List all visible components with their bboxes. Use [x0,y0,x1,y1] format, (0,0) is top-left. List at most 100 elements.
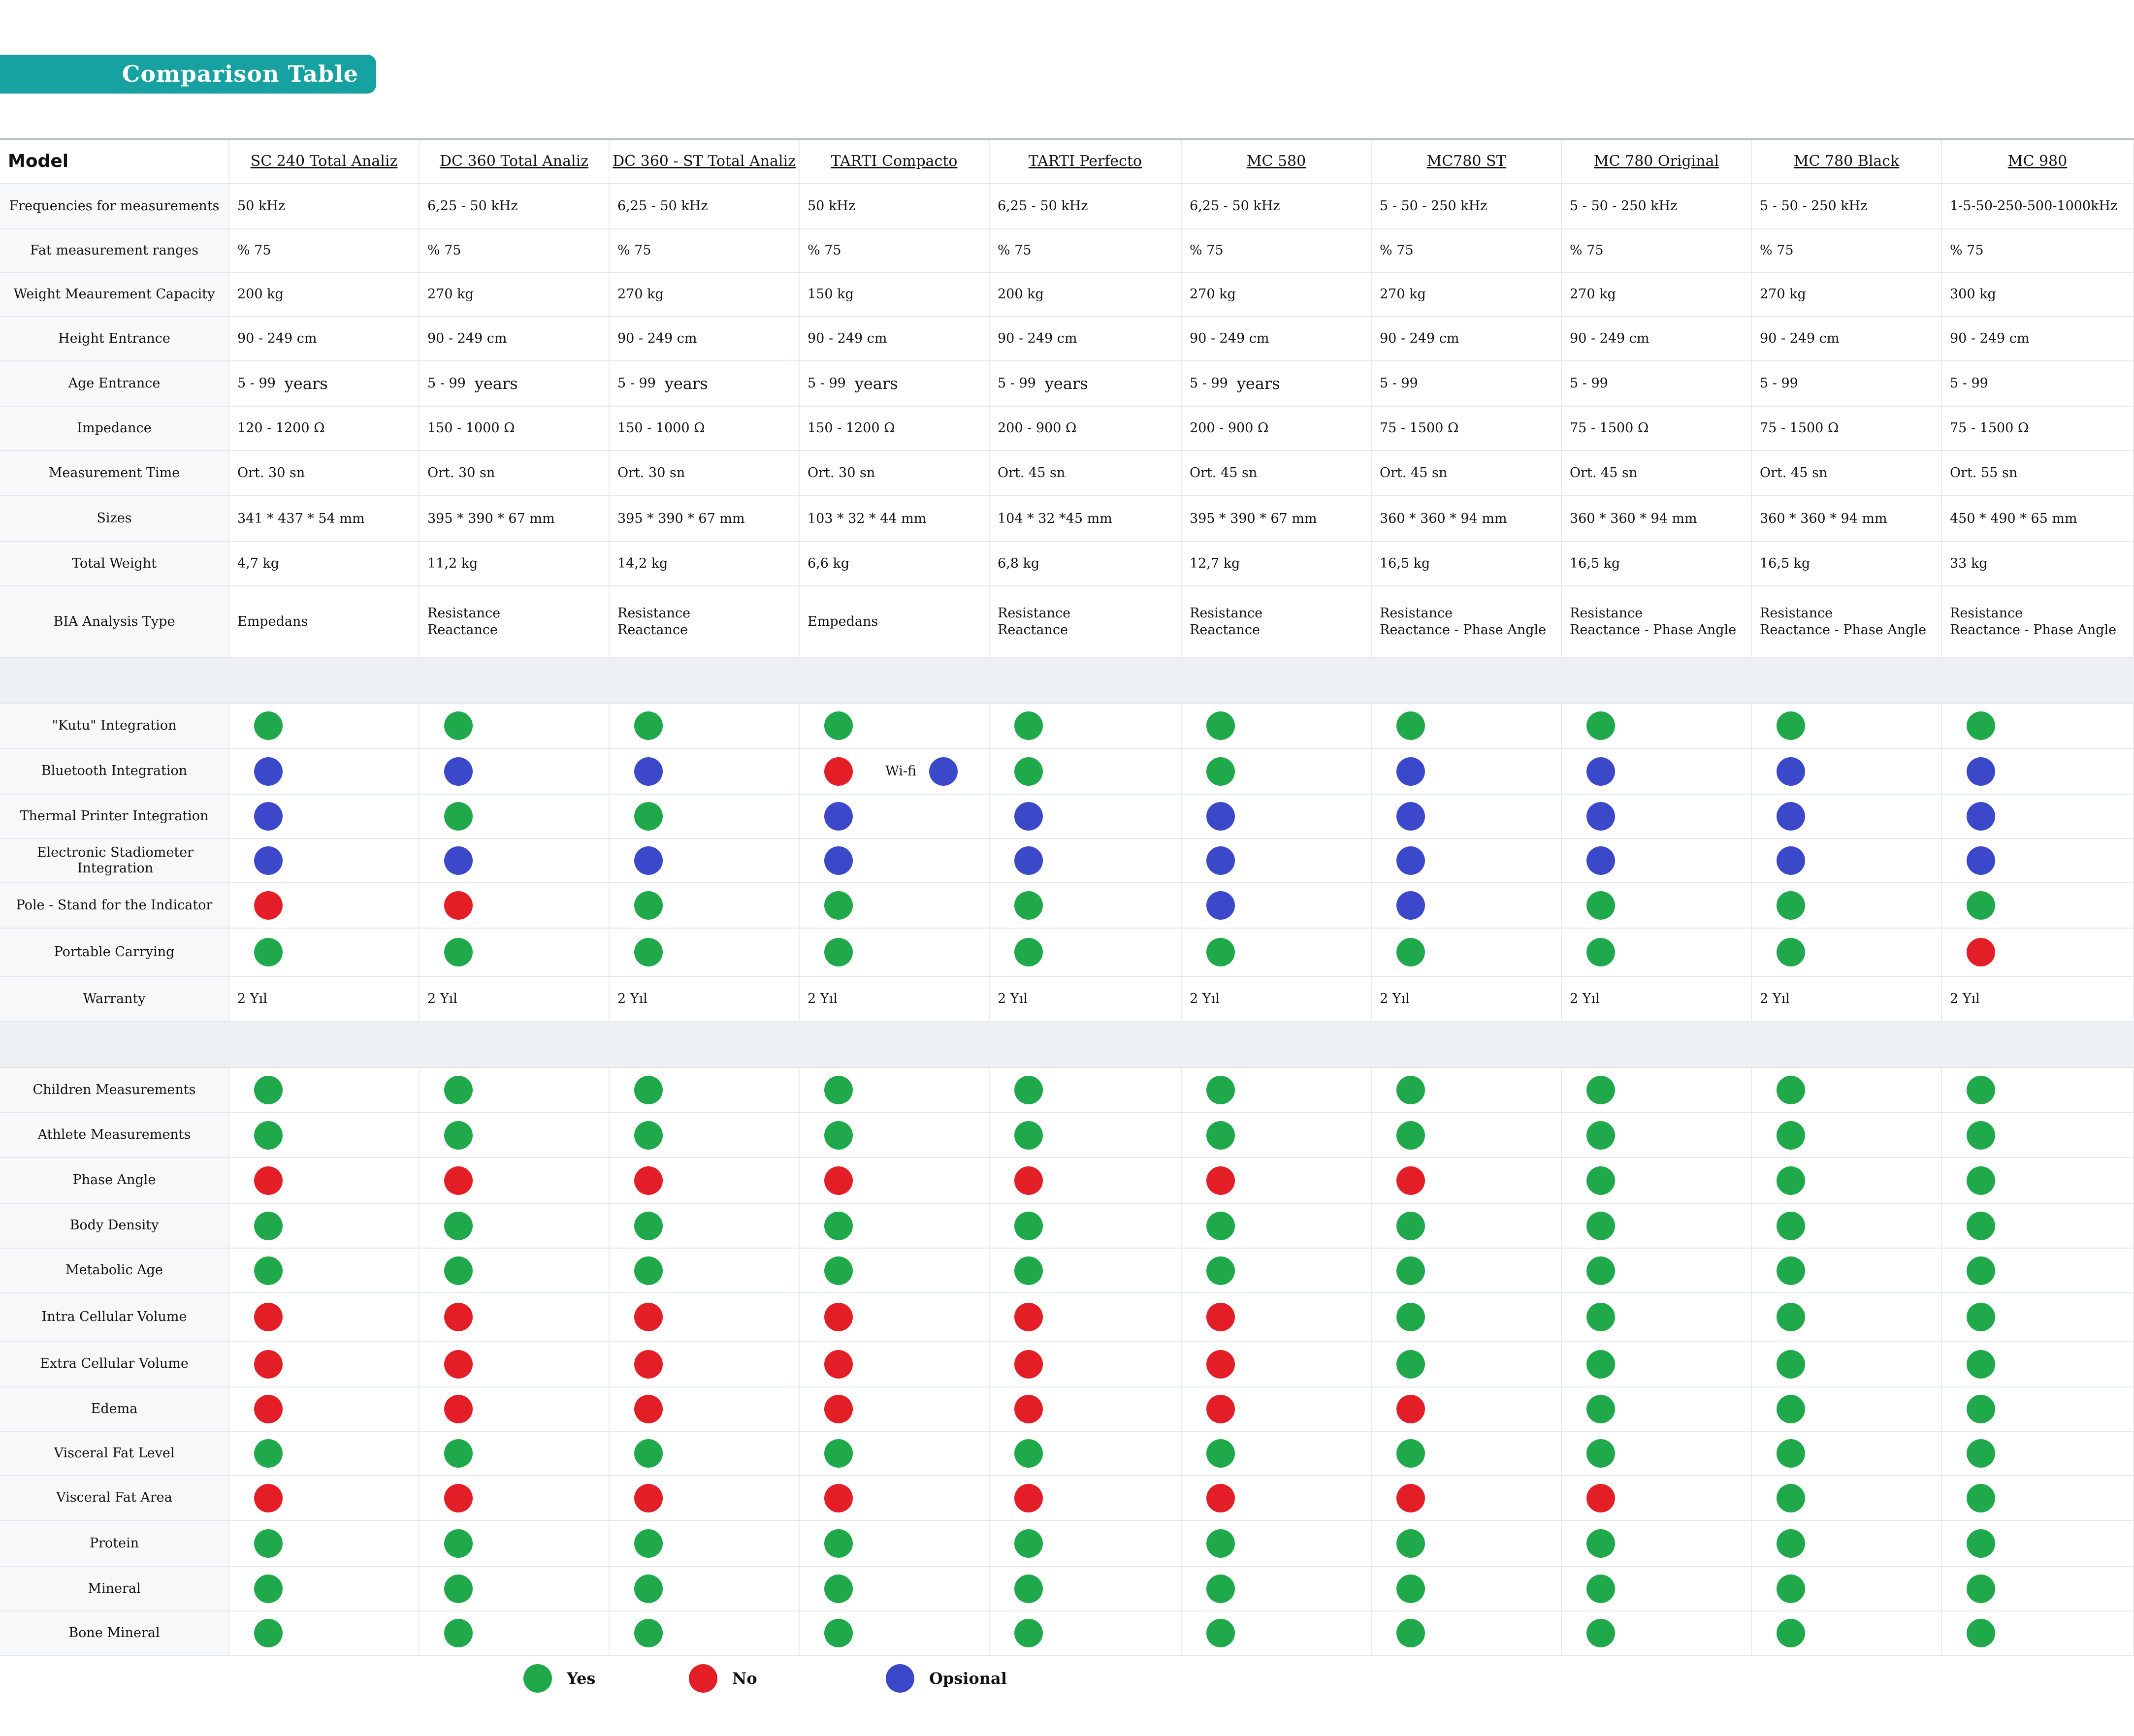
cell [1182,1611,1372,1655]
spec-value: 90 - 249 cm [1380,331,1459,347]
cell [1942,1068,2134,1112]
status-optional-icon [1396,757,1425,786]
cell [1752,1476,1942,1520]
spec-value: 360 * 360 * 94 mm [1760,511,1887,526]
spec-value: 395 * 390 * 67 mm [1190,511,1317,526]
cell [1372,929,1562,976]
status-yes-icon [1777,1575,1805,1603]
spec-value: 450 * 490 * 65 mm [1950,511,2077,526]
cell [800,1521,990,1566]
status-yes-icon [634,1256,663,1285]
cell: 1-5-50-250-500-1000kHz [1942,184,2134,228]
model-header[interactable]: DC 360 Total Analiz [420,140,610,183]
cell [990,704,1182,748]
integration-row: Pole - Stand for the Indicator [0,883,2134,929]
cell [990,1567,1182,1610]
row-label: Mineral [0,1567,229,1610]
cell [990,1521,1182,1566]
cell [229,795,420,838]
status-yes-icon [1586,1076,1615,1104]
spec-value: Ort. 30 sn [427,465,495,481]
spec-value: 6,25 - 50 kHz [998,198,1088,214]
cell: 360 * 360 * 94 mm [1372,496,1562,541]
status-yes-icon [444,1619,473,1647]
model-header[interactable]: SC 240 Total Analiz [229,140,420,183]
cell [1942,704,2134,748]
model-header[interactable]: MC 980 [1942,140,2134,183]
status-no-icon [254,1166,283,1195]
status-yes-icon [254,938,283,966]
cell [610,1068,800,1112]
cell [1752,883,1942,928]
status-yes-icon [1967,1211,1995,1240]
status-yes-icon [1586,1529,1615,1558]
cell [1182,1204,1372,1248]
model-header[interactable]: TARTI Compacto [800,140,990,183]
cell: 6,8 kg [990,542,1182,585]
spec-row: Height Entrance 90 - 249 cm 90 - 249 cm 90 … [0,317,2134,361]
legend-yes-label: Yes [567,1669,596,1688]
cell: 6,25 - 50 kHz [610,184,800,228]
status-yes-icon [1967,1529,1995,1558]
status-yes-icon [1586,1619,1615,1647]
row-label: Height Entrance [0,317,229,360]
cell [1752,1293,1942,1341]
model-header[interactable]: TARTI Perfecto [990,140,1182,183]
cell [1942,1567,2134,1610]
cell: 6,25 - 50 kHz [1182,184,1372,228]
model-header[interactable]: MC 780 Original [1562,140,1752,183]
model-header[interactable]: MC 780 Black [1752,140,1942,183]
status-yes-icon [1777,1303,1805,1331]
status-yes-icon [824,1076,853,1104]
cell: 150 kg [800,273,990,316]
status-yes-icon [1206,938,1235,966]
spec-value: Ort. 45 sn [1570,465,1638,481]
cell [1182,1158,1372,1203]
cell: Resistance Reactance [420,586,610,657]
cell [800,1476,990,1520]
cell: 2 Yıl [800,977,990,1021]
model-header[interactable]: DC 360 - ST Total Analiz [610,140,800,183]
bia-line: Resistance [1570,606,1643,621]
cell [1942,795,2134,838]
cell: % 75 [610,229,800,272]
cell: 395 * 390 * 67 mm [1182,496,1372,541]
status-yes-icon [1967,1483,1995,1512]
status-yes-icon [1777,1350,1805,1379]
bia-line: Resistance [998,606,1071,621]
top-divider [0,138,2134,140]
cell: 5 - 99 years [420,361,610,406]
bia-line: Resistance [1380,606,1453,621]
cell [1562,839,1752,882]
status-yes-icon [1777,1439,1805,1468]
status-no-icon [1014,1483,1043,1512]
cell: 75 - 1500 Ω [1942,407,2134,450]
cell [990,795,1182,838]
status-no-icon [444,1166,473,1195]
row-label: Fat measurement ranges [0,229,229,272]
cell: Ort. 45 sn [1562,451,1752,495]
status-no-icon [444,1303,473,1331]
cell: 90 - 249 cm [800,317,990,360]
model-header[interactable]: MC780 ST [1372,140,1562,183]
bia-value: Resistance Reactance - Phase Angle [1570,605,1736,639]
yes-dot-icon [523,1664,552,1693]
cell [1562,1521,1752,1566]
cell [800,1113,990,1157]
row-label: Model [0,140,229,183]
spec-value: 5 - 99 [237,376,276,391]
bia-value: Resistance Reactance - Phase Angle [1950,605,2116,639]
status-optional-icon [824,846,853,875]
cell [420,1293,610,1341]
cell [990,1387,1182,1431]
status-yes-icon [1014,1211,1043,1240]
spec-value: 150 - 1000 Ω [427,420,515,436]
cell: 90 - 249 cm [610,317,800,360]
row-label: Pole - Stand for the Indicator [0,883,229,928]
spec-value: 90 - 249 cm [237,331,317,347]
model-header[interactable]: MC 580 [1182,140,1372,183]
bia-line: Reactance [998,622,1068,638]
spec-row: Fat measurement ranges % 75 % 75 % 75 % 75 % … [0,229,2134,273]
cell: 75 - 1500 Ω [1372,407,1562,450]
status-no-icon [254,1395,283,1423]
